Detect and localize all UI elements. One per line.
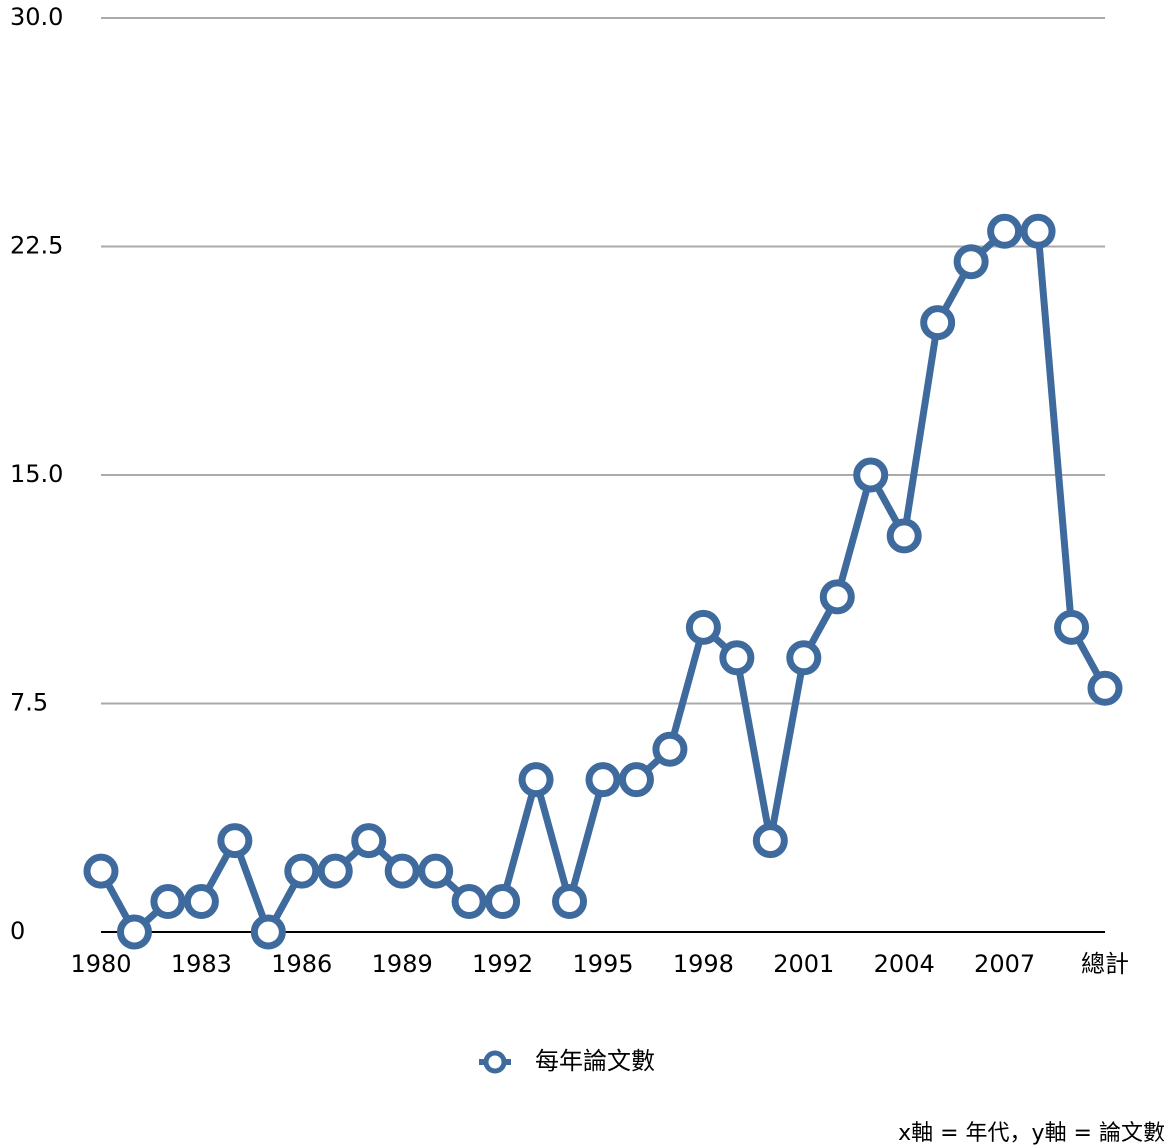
y-tick-label: 7.5: [10, 689, 48, 717]
data-point: [317, 853, 353, 889]
data-point: [1054, 609, 1090, 645]
data-point: [418, 853, 454, 889]
x-tick-label: 1983: [171, 950, 232, 978]
data-point: [217, 823, 253, 859]
x-tick-label: 2004: [874, 950, 935, 978]
data-point: [552, 884, 588, 920]
data-point: [183, 884, 219, 920]
x-tick-label: 1980: [70, 950, 131, 978]
x-tick-label: 2007: [974, 950, 1035, 978]
y-tick-label: 0: [10, 917, 25, 945]
data-point: [1020, 213, 1056, 249]
y-tick-label: 30.0: [10, 3, 63, 31]
data-point: [953, 244, 989, 280]
data-point: [150, 884, 186, 920]
data-point: [284, 853, 320, 889]
data-point: [351, 823, 387, 859]
data-point: [752, 823, 788, 859]
x-tick-label: 總計: [1081, 950, 1129, 978]
legend-marker: [483, 1050, 507, 1074]
x-tick-label: 1998: [673, 950, 734, 978]
x-tick-label: 1995: [572, 950, 633, 978]
data-point: [853, 457, 889, 493]
x-tick-label: 1986: [271, 950, 332, 978]
data-point: [1087, 670, 1123, 706]
data-point: [518, 762, 554, 798]
data-point: [250, 914, 286, 950]
data-point: [920, 305, 956, 341]
data-point: [83, 853, 119, 889]
legend-label: 每年論文數: [535, 1047, 655, 1075]
data-point: [886, 518, 922, 554]
series-line: [97, 227, 1109, 936]
data-point: [987, 213, 1023, 249]
annotation: x軸 = 年代，y軸 = 論文數: [898, 1121, 1165, 1146]
data-point: [819, 579, 855, 615]
data-point: [116, 914, 152, 950]
x-tick-label: 1992: [472, 950, 533, 978]
data-point: [618, 762, 654, 798]
data-point: [685, 609, 721, 645]
data-point: [485, 884, 521, 920]
x-tick-label: 2001: [773, 950, 834, 978]
data-point: [384, 853, 420, 889]
y-tick-label: 22.5: [10, 232, 63, 260]
data-point: [652, 731, 688, 767]
data-point: [585, 762, 621, 798]
data-point: [786, 640, 822, 676]
y-tick-label: 15.0: [10, 460, 63, 488]
data-point: [719, 640, 755, 676]
x-tick-label: 1989: [372, 950, 433, 978]
data-point: [451, 884, 487, 920]
